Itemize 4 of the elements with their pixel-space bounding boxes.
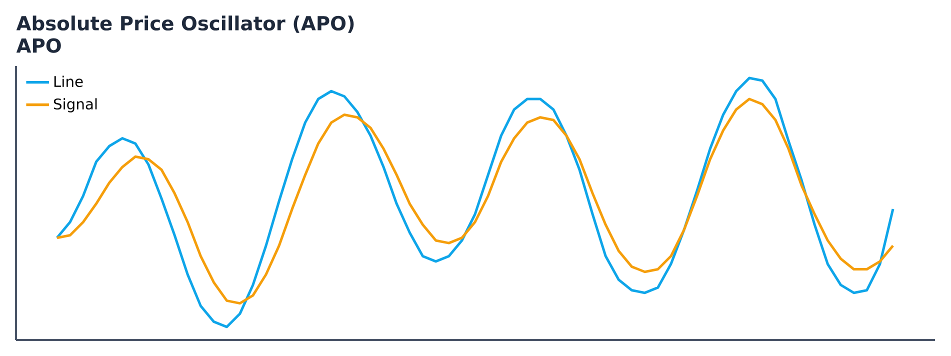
chart-subtitle: APO — [16, 38, 61, 53]
legend-label: Signal — [54, 98, 97, 112]
legend-label: Line — [54, 76, 83, 88]
chart-title: Absolute Price Oscillator (APO) — [16, 16, 354, 33]
